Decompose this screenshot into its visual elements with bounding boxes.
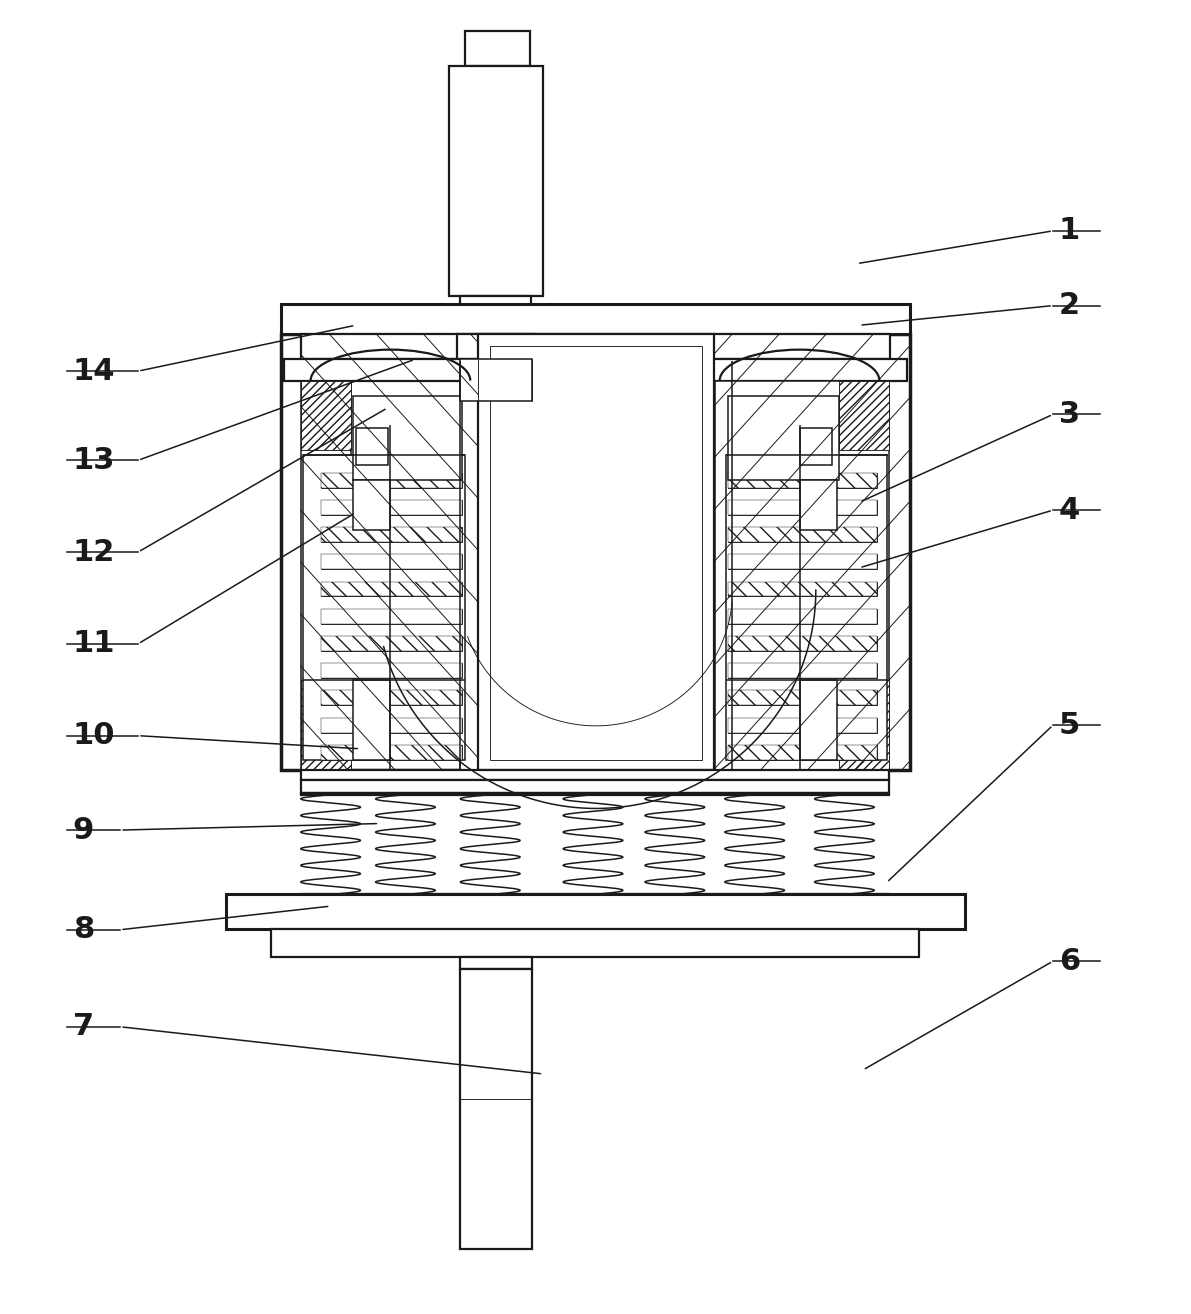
- Bar: [303, 456, 466, 759]
- Text: 1: 1: [1059, 217, 1080, 246]
- Text: 7: 7: [73, 1012, 94, 1041]
- Text: 3: 3: [1059, 399, 1080, 428]
- Bar: [320, 473, 462, 487]
- Bar: [725, 456, 887, 759]
- Text: 14: 14: [73, 356, 116, 385]
- Text: 12: 12: [73, 537, 116, 566]
- Bar: [306, 359, 475, 381]
- Bar: [449, 66, 543, 296]
- Text: 10: 10: [73, 721, 116, 750]
- Bar: [320, 664, 462, 678]
- Bar: [320, 636, 462, 650]
- Bar: [356, 428, 388, 465]
- Bar: [491, 346, 701, 759]
- Bar: [712, 381, 769, 770]
- Text: 2: 2: [1059, 292, 1080, 321]
- Bar: [320, 555, 462, 569]
- Bar: [728, 636, 878, 650]
- Bar: [728, 555, 878, 569]
- Bar: [353, 481, 391, 531]
- Bar: [728, 473, 878, 487]
- Bar: [460, 970, 532, 1248]
- Text: 5: 5: [1059, 711, 1080, 740]
- Bar: [466, 32, 530, 66]
- Text: 6: 6: [1059, 946, 1080, 976]
- Text: 4: 4: [1059, 495, 1080, 524]
- Bar: [320, 555, 462, 569]
- Bar: [320, 690, 462, 706]
- Bar: [320, 636, 462, 650]
- Bar: [300, 679, 350, 770]
- Bar: [728, 555, 878, 569]
- Bar: [460, 359, 532, 401]
- Bar: [320, 717, 462, 733]
- Bar: [728, 745, 878, 759]
- Bar: [728, 582, 878, 597]
- Bar: [728, 608, 878, 624]
- Bar: [283, 359, 908, 381]
- Bar: [270, 929, 919, 958]
- Bar: [320, 717, 462, 733]
- Bar: [320, 499, 462, 515]
- Bar: [300, 381, 350, 770]
- Bar: [320, 582, 462, 597]
- Bar: [799, 679, 837, 759]
- Bar: [460, 296, 531, 334]
- Bar: [320, 582, 462, 597]
- Bar: [300, 334, 891, 359]
- Bar: [728, 527, 878, 543]
- Bar: [460, 958, 532, 970]
- Bar: [715, 381, 890, 770]
- Text: 13: 13: [73, 445, 116, 474]
- Bar: [728, 717, 878, 733]
- Bar: [300, 770, 890, 779]
- Bar: [320, 473, 462, 487]
- Bar: [479, 334, 713, 770]
- Bar: [281, 334, 910, 770]
- Bar: [300, 381, 350, 451]
- Bar: [320, 499, 462, 515]
- Bar: [715, 359, 886, 381]
- Bar: [840, 679, 890, 770]
- Bar: [799, 481, 837, 531]
- Bar: [728, 690, 878, 706]
- Bar: [320, 527, 462, 543]
- Text: 11: 11: [73, 629, 116, 658]
- Bar: [840, 381, 890, 451]
- Bar: [728, 717, 878, 733]
- Bar: [728, 396, 840, 481]
- Text: 8: 8: [73, 916, 94, 945]
- Bar: [320, 527, 462, 543]
- Bar: [728, 499, 878, 515]
- Bar: [728, 608, 878, 624]
- Bar: [353, 396, 462, 481]
- Bar: [728, 473, 878, 487]
- Bar: [728, 664, 878, 678]
- Bar: [353, 679, 391, 759]
- Bar: [320, 745, 462, 759]
- Bar: [320, 608, 462, 624]
- Bar: [728, 636, 878, 650]
- Bar: [281, 304, 910, 334]
- Bar: [320, 608, 462, 624]
- Text: 9: 9: [73, 816, 94, 845]
- Bar: [300, 779, 890, 792]
- Bar: [300, 792, 890, 795]
- Bar: [728, 690, 878, 706]
- Bar: [728, 664, 878, 678]
- Bar: [728, 582, 878, 597]
- Bar: [320, 664, 462, 678]
- Bar: [799, 428, 833, 465]
- Bar: [728, 527, 878, 543]
- Bar: [728, 499, 878, 515]
- Bar: [457, 334, 534, 359]
- Bar: [226, 895, 965, 929]
- Bar: [728, 745, 878, 759]
- Bar: [300, 895, 890, 896]
- Bar: [460, 381, 479, 770]
- Bar: [320, 690, 462, 706]
- Bar: [320, 745, 462, 759]
